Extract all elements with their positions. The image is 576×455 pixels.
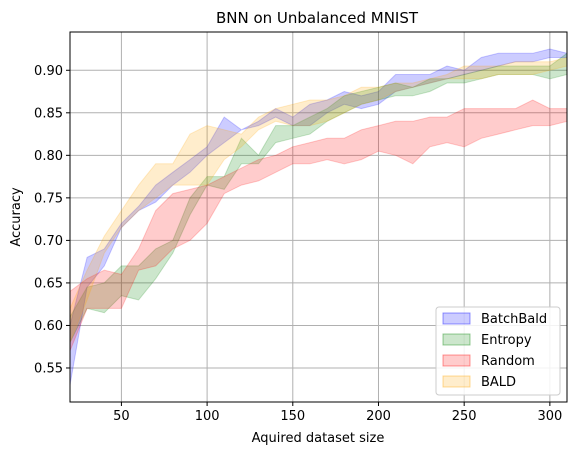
- y-tick-label: 0.80: [34, 149, 63, 164]
- y-tick-label: 0.55: [34, 361, 63, 376]
- legend-label: BatchBald: [481, 312, 547, 327]
- y-axis-label: Accuracy: [9, 187, 24, 247]
- y-tick-label: 0.60: [34, 319, 63, 334]
- x-tick-label: 100: [195, 409, 220, 424]
- y-axis-ticks: 0.55 0.60 0.65 0.70 0.75 0.80 0.85 0.90: [34, 64, 70, 376]
- x-tick-label: 50: [113, 409, 130, 424]
- legend-box: [435, 306, 561, 396]
- x-axis-ticks: 50 100 150 200 250 300: [113, 402, 562, 424]
- legend-swatch: [442, 354, 471, 367]
- legend-label: Entropy: [481, 333, 532, 348]
- y-tick-label: 0.65: [34, 276, 63, 291]
- chart-title: BNN on Unbalanced MNIST: [216, 9, 419, 27]
- x-axis-label: Aquired dataset size: [252, 431, 385, 446]
- y-tick-label: 0.75: [34, 191, 63, 206]
- y-tick-label: 0.85: [34, 106, 63, 121]
- legend-swatch: [442, 312, 471, 325]
- y-tick-label: 0.90: [34, 64, 63, 79]
- legend: BatchBald Entropy Random BALD: [435, 306, 561, 396]
- x-tick-label: 300: [537, 409, 562, 424]
- x-tick-label: 150: [280, 409, 305, 424]
- x-tick-label: 200: [366, 409, 391, 424]
- legend-label: BALD: [481, 375, 516, 390]
- grid: [70, 32, 567, 402]
- legend-label: Random: [481, 354, 535, 369]
- plot-frame: [69, 31, 568, 403]
- x-tick-label: 250: [452, 409, 477, 424]
- y-tick-label: 0.70: [34, 234, 63, 249]
- band-bald: [69, 56, 568, 343]
- legend-swatch: [442, 333, 471, 346]
- legend-swatch: [442, 375, 471, 388]
